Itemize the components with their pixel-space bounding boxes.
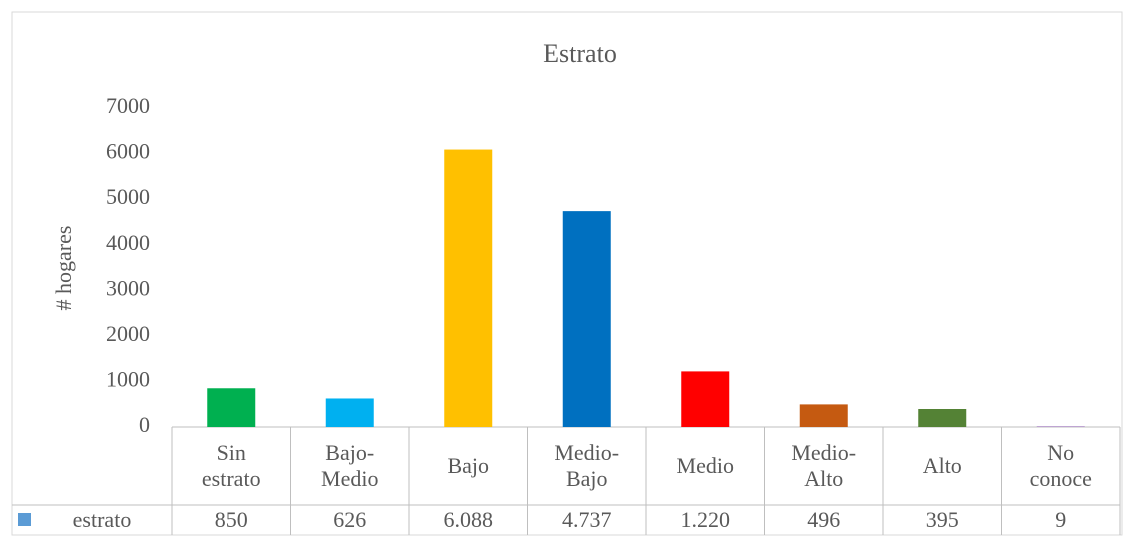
table-value-text: 1.220	[680, 507, 731, 532]
bar	[444, 149, 493, 427]
bar	[918, 408, 967, 427]
table-value: 1.220	[646, 505, 765, 535]
x-tick-label: Medio-Bajo	[528, 427, 647, 505]
x-tick-label: Alto	[883, 427, 1002, 505]
y-tick-label: 6000	[106, 139, 150, 164]
table-value-text: 9	[1055, 507, 1067, 532]
chart-border	[11, 11, 1123, 536]
table-value: 496	[765, 505, 884, 535]
y-axis-title: # hogares	[51, 226, 76, 311]
x-tick-label-text: Bajo-Medio	[321, 440, 379, 491]
bar	[681, 371, 730, 427]
table-value: 626	[291, 505, 410, 535]
x-tick-label: Medio	[646, 427, 765, 505]
table-value: 395	[883, 505, 1002, 535]
table-value: 4.737	[528, 505, 647, 535]
y-tick-label: 7000	[106, 93, 150, 118]
table-value: 6.088	[409, 505, 528, 535]
chart-title: Estrato	[543, 39, 617, 68]
y-tick-label: 0	[139, 412, 150, 437]
x-tick-label-text: Alto	[922, 453, 962, 478]
x-tick-label: Sin estrato	[172, 427, 291, 505]
table-value: 850	[172, 505, 291, 535]
x-tick-label: Bajo	[409, 427, 528, 505]
legend-swatch	[18, 513, 31, 526]
x-tick-label: Bajo-Medio	[291, 427, 410, 505]
x-tick-label: Medio-Alto	[765, 427, 884, 505]
x-tick-label-text: Medio-Bajo	[554, 440, 620, 491]
table-value-text: 4.737	[562, 507, 612, 532]
bar	[799, 404, 848, 427]
legend-label-text: estrato	[72, 507, 132, 532]
bar	[207, 388, 256, 427]
x-tick-label-text: No conoce	[1029, 440, 1092, 491]
x-tick-label: No conoce	[1002, 427, 1121, 505]
legend-label: estrato	[32, 505, 172, 535]
x-tick-label-text: Bajo	[447, 453, 490, 478]
y-tick-label: 3000	[106, 275, 150, 300]
bar	[325, 398, 374, 427]
table-value: 9	[1002, 505, 1121, 535]
table-value-text: 626	[333, 507, 367, 532]
table-value-text: 6.088	[443, 507, 494, 532]
y-tick-label: 1000	[106, 366, 150, 391]
x-tick-label-text: Sin estrato	[201, 440, 261, 491]
y-tick-label: 5000	[106, 184, 150, 209]
y-tick-label: 4000	[106, 230, 150, 255]
table-value-text: 395	[925, 507, 959, 532]
bar	[562, 211, 611, 427]
table-value-text: 496	[807, 507, 841, 532]
x-tick-label-text: Medio-Alto	[791, 440, 857, 491]
x-tick-label-text: Medio	[676, 453, 734, 478]
y-tick-label: 2000	[106, 321, 150, 346]
table-value-text: 850	[214, 507, 248, 532]
